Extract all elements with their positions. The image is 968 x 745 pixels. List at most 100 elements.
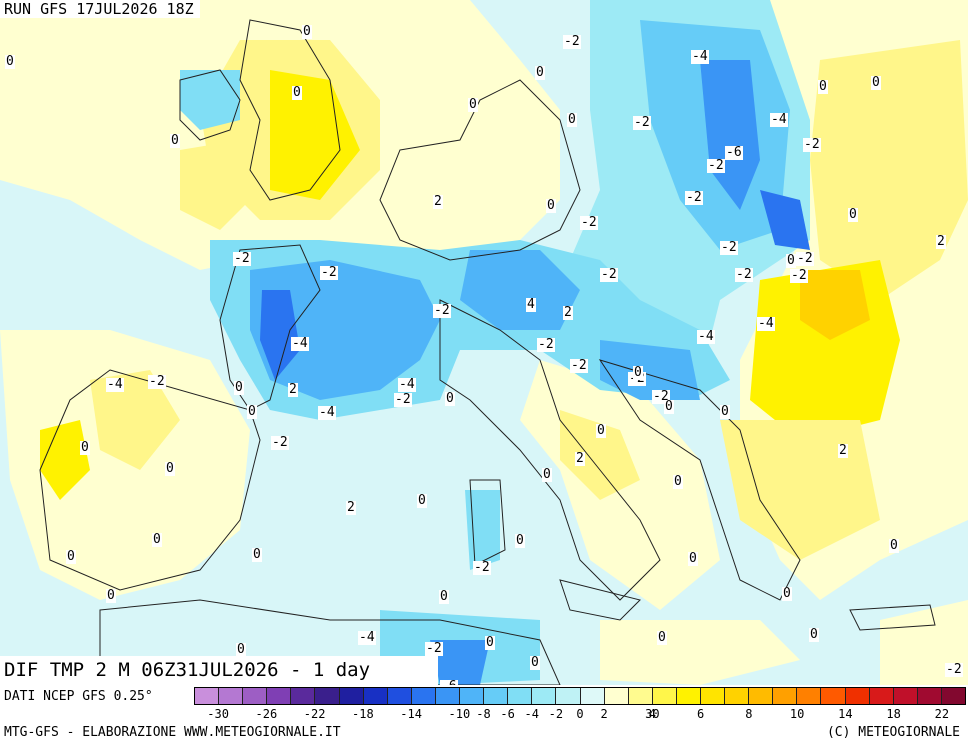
credit-left: MTG-GFS - ELABORAZIONE WWW.METEOGIORNALE… — [4, 725, 341, 740]
contour-label: -4 — [697, 329, 715, 344]
contour-label: -2 — [790, 268, 808, 283]
color-swatch — [484, 688, 509, 704]
contour-label: -2 — [735, 267, 753, 282]
contour-label: 0 — [848, 207, 858, 222]
scale-tick-label: -30 — [207, 707, 229, 721]
color-swatch — [749, 688, 774, 704]
contour-label: 0 — [542, 467, 552, 482]
contour-label: 0 — [546, 198, 556, 213]
color-swatch — [219, 688, 244, 704]
color-swatch — [243, 688, 268, 704]
run-title: RUN GFS 17JUL2026 18Z — [0, 0, 200, 18]
contour-label: -2 — [580, 215, 598, 230]
scale-tick-label: -8 — [476, 707, 491, 721]
contour-label: 0 — [66, 549, 76, 564]
contour-label: 2 — [936, 234, 946, 249]
scale-tick-label: -6 — [500, 707, 515, 721]
color-swatch — [652, 688, 677, 704]
scale-tick-label: -4 — [524, 707, 539, 721]
contour-label: 2 — [288, 382, 298, 397]
contour-label: -2 — [473, 560, 491, 575]
contour-label: 0 — [247, 404, 257, 419]
color-swatch — [363, 688, 388, 704]
contour-label: -2 — [945, 662, 963, 677]
contour-label: 0 — [417, 493, 427, 508]
map-canvas — [0, 0, 968, 685]
color-swatch — [797, 688, 822, 704]
contour-label: 0 — [818, 79, 828, 94]
contour-label: -2 — [685, 190, 703, 205]
color-swatch — [339, 688, 364, 704]
color-swatch — [604, 688, 629, 704]
color-swatch — [725, 688, 750, 704]
contour-label: 0 — [236, 642, 246, 657]
contour-label: 2 — [563, 305, 573, 320]
color-swatch — [917, 688, 942, 704]
legend: DATI NCEP GFS 0.25° -30 -26 -22 -18 -14 -10 -8… — [0, 685, 968, 745]
contour-label: 0 — [530, 655, 540, 670]
color-swatch — [460, 688, 485, 704]
contour-label: 0 — [535, 65, 545, 80]
contour-label: 0 — [664, 399, 674, 414]
contour-label: -6 — [725, 145, 743, 160]
contour-label: 0 — [657, 630, 667, 645]
contour-label: -2 — [707, 158, 725, 173]
color-swatch — [532, 688, 557, 704]
color-scale-ticks: -30 -26 -22 -18 -14 -10 -8 -6 -4 -2 0 2 4 6 8 10 14 18 22 3… — [194, 707, 966, 723]
contour-label: 0 — [445, 391, 455, 406]
contour-label: -4 — [770, 112, 788, 127]
contour-label: 0 — [596, 423, 606, 438]
contour-label: -4 — [398, 377, 416, 392]
color-swatch — [628, 688, 653, 704]
color-swatch — [941, 688, 965, 704]
contour-label: -4 — [106, 377, 124, 392]
scale-tick-label: -22 — [303, 707, 326, 721]
contour-label: 0 — [889, 538, 899, 553]
contour-label: -2 — [600, 267, 618, 282]
contour-label: 0 — [782, 586, 792, 601]
contour-label: -2 — [563, 34, 581, 49]
contour-label: -2 — [633, 115, 651, 130]
contour-label: 2 — [346, 500, 356, 515]
contour-label: -2 — [320, 265, 338, 280]
contour-label: 0 — [871, 75, 881, 90]
contour-label: -2 — [148, 374, 166, 389]
contour-label: -2 — [394, 392, 412, 407]
contour-label: 0 — [80, 440, 90, 455]
contour-label: 0 — [439, 589, 449, 604]
contour-label: -4 — [291, 336, 309, 351]
contour-label: -4 — [691, 49, 709, 64]
contour-label: 0 — [5, 54, 15, 69]
contour-label: 2 — [838, 443, 848, 458]
contour-label: 0 — [485, 635, 495, 650]
credit-right: (C) METEOGIORNALE — [826, 725, 960, 740]
color-swatch — [508, 688, 533, 704]
data-source-label: DATI NCEP GFS 0.25° — [4, 689, 153, 704]
color-swatch — [893, 688, 918, 704]
color-swatch — [580, 688, 605, 704]
contour-label: 0 — [673, 474, 683, 489]
map-main-title: DIF TMP 2 M 06Z31JUL2026 - 1 day — [0, 656, 438, 685]
scale-tick-label: -18 — [352, 707, 374, 721]
scale-tick-label: 0 — [576, 707, 584, 721]
scale-tick-label: 6 — [697, 707, 705, 721]
contour-label: 0 — [152, 532, 162, 547]
color-scale-bar — [194, 687, 966, 705]
contour-label: 2 — [433, 194, 443, 209]
contour-label: -2 — [233, 251, 251, 266]
contour-label: 0 — [786, 253, 796, 268]
contour-label: -2 — [720, 240, 738, 255]
contour-label: -2 — [271, 435, 289, 450]
contour-label: 0 — [106, 588, 116, 603]
contour-label: 0 — [809, 627, 819, 642]
contour-label: 4 — [526, 297, 536, 312]
color-swatch — [845, 688, 870, 704]
color-swatch — [821, 688, 846, 704]
contour-label: -4 — [757, 316, 775, 331]
contour-label: 0 — [234, 380, 244, 395]
contour-label: 0 — [468, 97, 478, 112]
contour-label: 0 — [292, 85, 302, 100]
color-swatch — [435, 688, 461, 704]
contour-label: 0 — [515, 533, 525, 548]
contour-label: -2 — [537, 337, 555, 352]
